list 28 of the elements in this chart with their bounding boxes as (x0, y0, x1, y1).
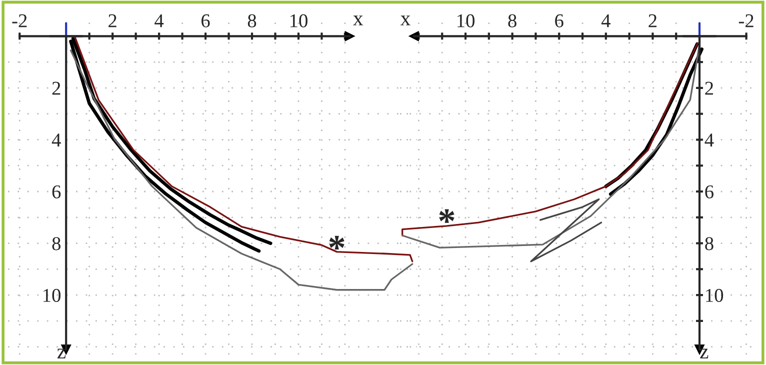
x-axis-title: x (400, 16, 410, 26)
x-tick-label: 8 (508, 14, 516, 28)
y-tick-label: 10 (44, 288, 60, 302)
x-axis-title: x (353, 16, 364, 26)
y-tick-label: 10 (706, 288, 724, 302)
y-tick-label: 2 (52, 82, 60, 95)
annotation: * (439, 209, 454, 223)
y-axis-title: z (57, 348, 66, 358)
x-tick-label: 10 (290, 14, 308, 28)
x-tick-label: 8 (248, 14, 256, 28)
y-tick-label: 8 (705, 237, 714, 250)
y-axis-title: z (700, 348, 708, 358)
x-tick-label: 6 (202, 14, 210, 28)
y-tick-label: 4 (704, 134, 714, 146)
x-tick-label: -2 (12, 14, 27, 28)
y-tick-label: 6 (52, 185, 61, 198)
x-tick-label: 6 (555, 14, 564, 28)
annotation: * (329, 236, 344, 250)
y-tick-label: 8 (52, 237, 60, 250)
x-tick-label: 4 (601, 14, 610, 28)
y-tick-label: 2 (705, 82, 714, 95)
y-tick-label: 6 (705, 185, 714, 198)
x-tick-label: -2 (738, 14, 754, 28)
y-tick-label: 4 (52, 134, 61, 146)
x-tick-label: 10 (458, 14, 474, 28)
x-tick-label: 4 (154, 14, 164, 28)
x-tick-label: 2 (648, 14, 656, 28)
x-tick-label: 2 (108, 14, 116, 28)
